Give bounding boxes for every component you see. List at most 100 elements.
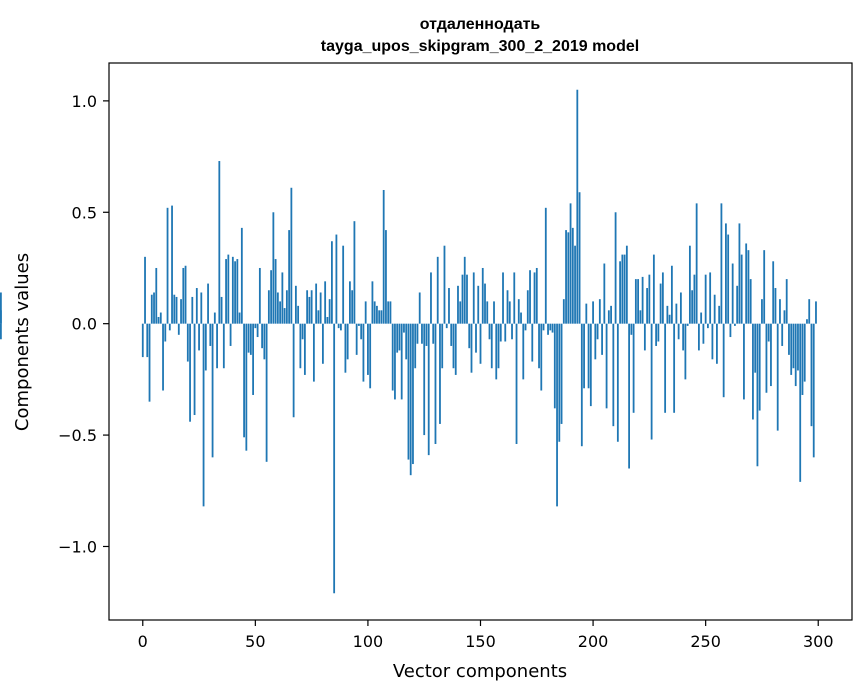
bar (353, 221, 356, 324)
bar (270, 270, 273, 324)
bar (376, 305, 378, 324)
y-tick-label: 0.0 (72, 315, 97, 334)
bar (396, 323, 399, 353)
bar (547, 323, 549, 335)
bar (288, 230, 291, 324)
bar (461, 274, 464, 324)
bar (213, 312, 216, 324)
bar (810, 323, 813, 427)
bar (371, 281, 374, 324)
bar (157, 316, 160, 324)
bar (200, 292, 203, 324)
bar (725, 223, 727, 324)
y-tick-label: −0.5 (58, 426, 97, 445)
bar (652, 254, 655, 324)
bar (245, 323, 248, 451)
bar (734, 323, 736, 326)
bar (634, 279, 637, 324)
bar (713, 294, 716, 324)
bar (258, 267, 261, 324)
bar (297, 305, 300, 324)
bar (378, 310, 381, 324)
bar (443, 245, 446, 324)
bar (418, 292, 421, 324)
bar (646, 288, 649, 324)
bar (727, 234, 730, 324)
bar (754, 323, 757, 373)
bar (688, 245, 691, 324)
bar (569, 203, 572, 324)
bar (182, 267, 185, 324)
bar (211, 323, 214, 458)
bar (173, 294, 176, 324)
bar (441, 323, 444, 369)
bar (423, 323, 426, 436)
bar (515, 323, 518, 444)
bar (414, 323, 417, 369)
bar (743, 323, 745, 400)
bar (567, 232, 570, 324)
y-axis-label: Components values (12, 253, 33, 431)
bar (639, 310, 642, 324)
bar (369, 323, 372, 389)
bar (450, 323, 453, 346)
bar (774, 288, 777, 324)
bar (758, 323, 761, 411)
bar (391, 323, 394, 391)
bar (317, 310, 320, 324)
bar (457, 285, 459, 324)
bar (261, 323, 264, 349)
bar (502, 272, 504, 324)
bar (385, 230, 387, 324)
bar (166, 207, 169, 324)
bar (722, 323, 725, 398)
bar (427, 323, 430, 456)
bar (524, 323, 527, 331)
bar (432, 323, 435, 344)
bar (349, 281, 351, 324)
bar (315, 283, 318, 324)
bar (531, 323, 534, 362)
bar (745, 243, 748, 324)
bar (330, 241, 333, 324)
bar (776, 323, 779, 431)
bar (387, 301, 390, 324)
bar (587, 323, 590, 389)
bar (238, 312, 241, 324)
bar (301, 323, 304, 340)
bar (607, 310, 610, 324)
bar (562, 299, 565, 324)
bar (475, 323, 477, 353)
bar (254, 323, 257, 329)
bar (412, 323, 414, 465)
bar (763, 250, 766, 324)
x-tick-label: 0 (138, 632, 148, 651)
bar (486, 301, 489, 324)
bar (677, 323, 680, 340)
bar (216, 323, 218, 369)
bar (328, 299, 331, 324)
bar (799, 323, 802, 482)
bar (596, 323, 599, 340)
bar (292, 323, 295, 418)
bar (556, 323, 558, 507)
bar (497, 323, 500, 369)
bar (583, 323, 585, 389)
bar (164, 323, 167, 342)
bar (463, 256, 466, 324)
bar (700, 312, 703, 324)
bar (679, 292, 682, 324)
bar (619, 261, 621, 324)
bar (439, 323, 441, 424)
bar (603, 263, 606, 324)
bar (655, 323, 658, 346)
bar (716, 323, 718, 364)
bar (405, 323, 408, 360)
bar (574, 245, 576, 324)
bar (421, 323, 423, 344)
bar (263, 323, 266, 360)
bar (594, 323, 597, 360)
bar (729, 323, 732, 338)
y-tick-label: 0.5 (72, 203, 97, 222)
bar (198, 323, 200, 351)
